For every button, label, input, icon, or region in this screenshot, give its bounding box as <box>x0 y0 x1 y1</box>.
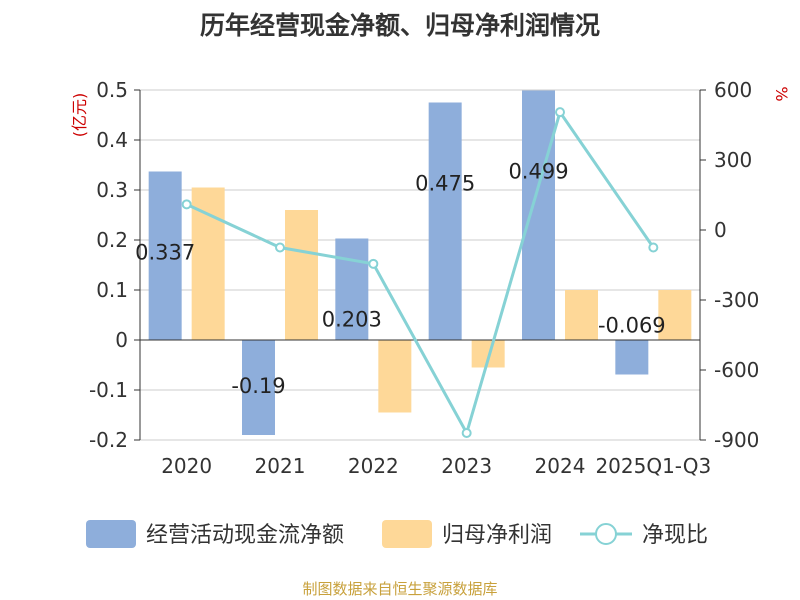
cashflow-data-label: 0.203 <box>322 308 382 332</box>
ratio-line <box>181 107 659 438</box>
left-tick-label: 0.2 <box>96 228 128 252</box>
ratio-point <box>555 107 565 118</box>
cashflow-data-label: 0.499 <box>508 160 568 184</box>
netprofit-bar <box>378 340 412 413</box>
left-tick-label: 0.1 <box>96 278 128 302</box>
cashflow-bar <box>148 171 182 340</box>
legend-label: 经营活动现金流净额 <box>146 523 344 548</box>
ratio-polyline <box>186 108 655 437</box>
data-labels: 0.337 -0.19 0.203 0.475 0.499 -0.069 <box>135 160 666 399</box>
left-tick-label: -0.2 <box>89 428 128 452</box>
left-tick-label: 0.3 <box>96 178 128 202</box>
cashflow-bar <box>242 340 275 435</box>
bars <box>148 90 692 435</box>
ratio-point <box>648 242 659 253</box>
legend[interactable]: 经营活动现金流净额 归母净利润 净现比 <box>86 520 708 548</box>
legend-swatch <box>86 520 136 548</box>
category-label: 2023 <box>441 454 492 478</box>
legend-label: 净现比 <box>642 523 708 548</box>
cashflow-bar <box>522 90 555 340</box>
ratio-point <box>368 258 379 269</box>
category-label: 2022 <box>348 454 399 478</box>
category-label: 2024 <box>535 454 586 478</box>
left-tick-label: 0.4 <box>96 128 128 152</box>
netprofit-bar <box>565 290 598 340</box>
right-tick-label: -900 <box>714 428 759 452</box>
right-tick-label: -600 <box>714 358 759 382</box>
right-tick-label: 600 <box>714 78 752 102</box>
legend-swatch <box>382 520 432 548</box>
left-axis-unit: (亿元) <box>70 93 89 138</box>
left-tick-label: -0.1 <box>89 378 128 402</box>
cashflow-data-label: 0.337 <box>135 241 195 265</box>
cashflow-data-label: -0.19 <box>231 374 285 398</box>
category-label: 2021 <box>255 454 306 478</box>
category-label: 2020 <box>161 454 212 478</box>
ratio-point <box>181 199 192 210</box>
source-note: 制图数据来自恒生聚源数据库 <box>302 580 498 598</box>
chart-title: 历年经营现金净额、归母净利润情况 <box>199 11 600 40</box>
legend-label: 归母净利润 <box>442 523 552 548</box>
cashflow-data-label: -0.069 <box>598 314 666 338</box>
cashflow-bar <box>335 238 369 340</box>
left-tick-label: 0.5 <box>96 78 128 102</box>
cashflow-bar <box>428 102 462 340</box>
right-tick-label: 0 <box>714 218 727 242</box>
axes: 0.5 0.4 0.3 0.2 0.1 0 -0.1 -0.2 600 300 0 -300 -600 -… <box>70 78 791 478</box>
ratio-point <box>275 242 285 253</box>
right-tick-label: -300 <box>714 288 759 312</box>
netprofit-bar <box>658 290 692 340</box>
right-axis-unit: % <box>772 86 791 101</box>
ratio-point <box>461 428 472 438</box>
cashflow-data-label: 0.475 <box>415 172 475 196</box>
category-label: 2025Q1-Q3 <box>595 454 711 478</box>
left-tick-label: 0 <box>115 328 128 352</box>
legend-marker <box>595 523 617 545</box>
right-tick-label: 300 <box>714 148 752 172</box>
cashflow-bar <box>615 340 649 375</box>
netprofit-bar <box>285 210 318 340</box>
